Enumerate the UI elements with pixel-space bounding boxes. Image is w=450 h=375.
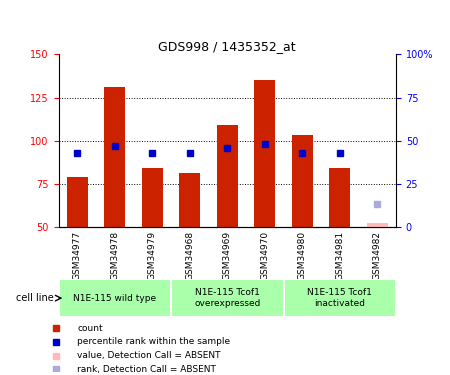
Bar xyxy=(292,135,313,227)
Bar xyxy=(284,279,396,317)
Text: GSM34982: GSM34982 xyxy=(373,231,382,280)
Bar xyxy=(67,177,88,227)
Text: count: count xyxy=(77,324,103,333)
Text: GSM34979: GSM34979 xyxy=(148,231,157,280)
Text: N1E-115 Tcof1
inactivated: N1E-115 Tcof1 inactivated xyxy=(307,288,372,308)
Text: cell line: cell line xyxy=(16,293,54,303)
Text: GSM34981: GSM34981 xyxy=(335,231,344,280)
Text: GSM34980: GSM34980 xyxy=(298,231,307,280)
Text: rank, Detection Call = ABSENT: rank, Detection Call = ABSENT xyxy=(77,364,216,374)
Bar xyxy=(217,125,238,227)
Text: N1E-115 Tcof1
overexpressed: N1E-115 Tcof1 overexpressed xyxy=(194,288,261,308)
Bar xyxy=(104,87,125,227)
Bar xyxy=(329,168,350,227)
Title: GDS998 / 1435352_at: GDS998 / 1435352_at xyxy=(158,40,296,53)
Text: GSM34970: GSM34970 xyxy=(260,231,269,280)
Bar xyxy=(254,80,275,227)
Bar xyxy=(180,173,200,227)
Bar xyxy=(142,168,162,227)
Text: percentile rank within the sample: percentile rank within the sample xyxy=(77,338,230,346)
Text: value, Detection Call = ABSENT: value, Detection Call = ABSENT xyxy=(77,351,221,360)
Text: GSM34969: GSM34969 xyxy=(223,231,232,280)
Bar xyxy=(171,279,284,317)
Bar xyxy=(367,224,387,227)
Text: N1E-115 wild type: N1E-115 wild type xyxy=(73,294,156,303)
Text: GSM34968: GSM34968 xyxy=(185,231,194,280)
Bar xyxy=(58,279,171,317)
Text: GSM34977: GSM34977 xyxy=(73,231,82,280)
Text: GSM34978: GSM34978 xyxy=(110,231,119,280)
